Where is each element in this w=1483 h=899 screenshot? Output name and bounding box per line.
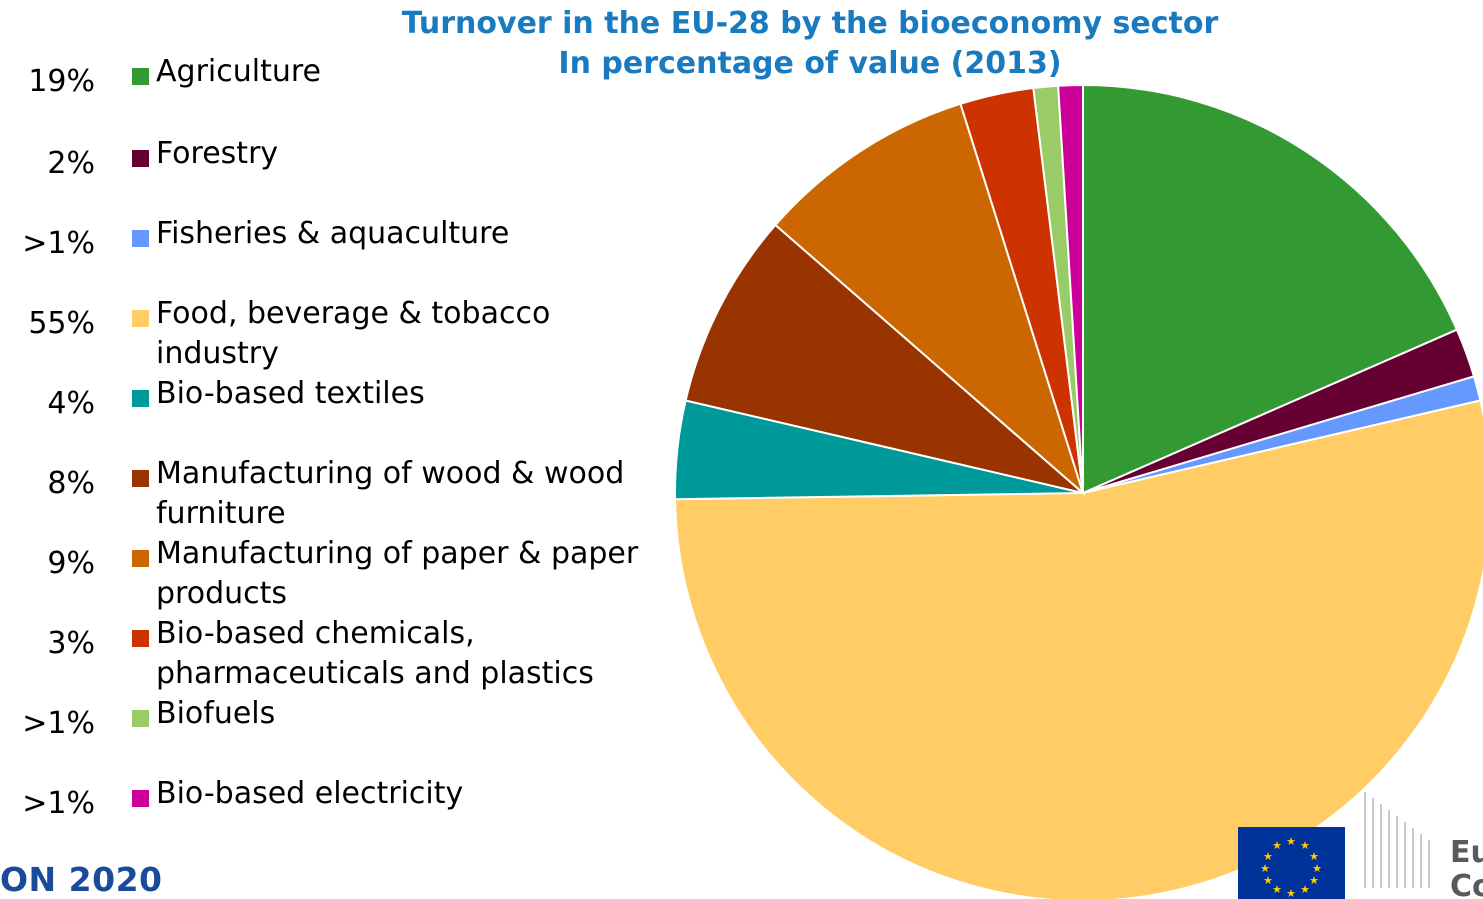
legend-swatch <box>132 470 149 487</box>
legend-percentage: >1% <box>22 226 95 261</box>
legend-percentage: 2% <box>47 146 95 181</box>
legend-swatch <box>132 550 149 567</box>
legend-swatch <box>132 710 149 727</box>
legend-label: Manufacturing of paper & paper products <box>156 536 639 611</box>
svg-text:★: ★ <box>1263 850 1273 863</box>
european-commission-logo: ★ ★★ ★★★ ★★★ ★★★ Eu Co <box>1238 792 1483 899</box>
svg-text:★: ★ <box>1300 883 1310 896</box>
svg-text:★: ★ <box>1286 835 1296 848</box>
legend-percentage: 3% <box>47 626 95 661</box>
pie-slice <box>1057 83 1084 494</box>
legend-swatch <box>132 310 149 327</box>
legend-percentage: 4% <box>47 386 95 421</box>
legend-percentage: 19% <box>28 64 95 99</box>
legend-percentage: 8% <box>47 466 95 501</box>
svg-text:★: ★ <box>1300 839 1310 852</box>
legend-item: >1% Fisheries & aquaculture <box>0 216 660 300</box>
pie-slice <box>684 223 1084 494</box>
svg-text:★: ★ <box>1260 862 1270 875</box>
legend-label: Food, beverage & tobacco industry <box>156 296 551 371</box>
legend-percentage: >1% <box>22 786 95 821</box>
legend-label: Bio-based chemicals, pharmaceuticals and… <box>156 616 594 691</box>
legend-label: Agriculture <box>156 54 321 89</box>
svg-text:★: ★ <box>1272 883 1282 896</box>
legend-label: Manufacturing of wood & wood furniture <box>156 456 625 531</box>
legend-swatch <box>132 390 149 407</box>
legend-item: 55% Food, beverage & tobacco industry <box>0 296 660 380</box>
legend-swatch <box>132 68 149 85</box>
svg-text:★: ★ <box>1309 874 1319 887</box>
legend-item: 8% Manufacturing of wood & wood furniture <box>0 456 660 540</box>
org-text-line2: Co <box>1450 869 1483 899</box>
legend-label: Bio-based electricity <box>156 776 464 811</box>
org-text-line1: Eu <box>1450 835 1483 870</box>
legend-percentage: >1% <box>22 706 95 741</box>
legend-item: 3% Bio-based chemicals, pharmaceuticals a… <box>0 616 660 700</box>
chart-title: Turnover in the EU-28 by the bioeconomy … <box>401 6 1219 41</box>
legend-label: Bio-based textiles <box>156 376 425 411</box>
legend-swatch <box>132 230 149 247</box>
legend-label: Biofuels <box>156 696 276 731</box>
legend-swatch <box>132 150 149 167</box>
svg-text:★: ★ <box>1312 862 1322 875</box>
legend-item: >1% Bio-based electricity <box>0 776 660 860</box>
legend-item: 9% Manufacturing of paper & paper product… <box>0 536 660 620</box>
svg-text:★: ★ <box>1309 850 1319 863</box>
svg-text:★: ★ <box>1286 887 1296 899</box>
legend-item: 2% Forestry <box>0 136 660 220</box>
legend-label: Forestry <box>156 136 279 171</box>
pie-slice <box>1082 83 1459 495</box>
legend-percentage: 55% <box>28 306 95 341</box>
svg-text:★: ★ <box>1263 874 1273 887</box>
legend-label: Fisheries & aquaculture <box>156 216 510 251</box>
legend-item: 19% Agriculture <box>0 54 660 138</box>
legend-item: >1% Biofuels <box>0 696 660 780</box>
program-name: ON 2020 <box>0 860 163 899</box>
legend-swatch <box>132 790 149 807</box>
chart-subtitle: In percentage of value (2013) <box>558 46 1062 81</box>
pie-slice <box>773 102 1086 497</box>
legend-item: 4% Bio-based textiles <box>0 376 660 460</box>
legend-swatch <box>132 630 149 647</box>
pie-slice <box>674 399 1483 899</box>
svg-text:★: ★ <box>1272 839 1282 852</box>
legend-percentage: 9% <box>47 546 95 581</box>
